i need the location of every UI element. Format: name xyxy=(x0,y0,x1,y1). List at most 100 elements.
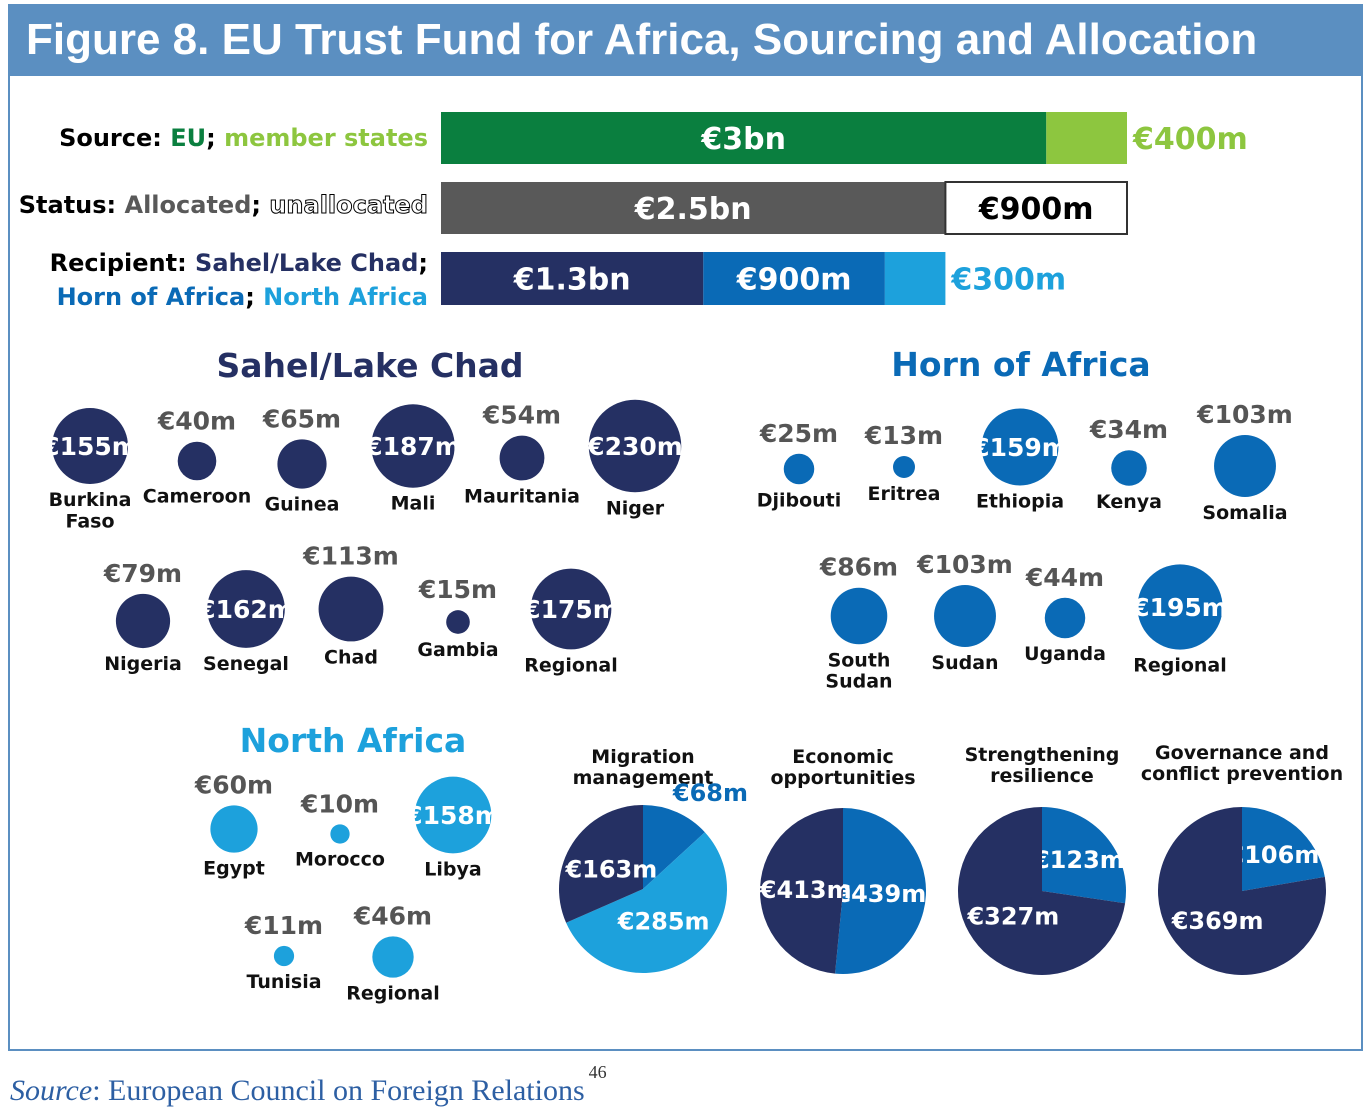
horn-value-9: €195m xyxy=(1131,593,1228,622)
sahel-bubble-9 xyxy=(318,576,384,642)
pie-governance-slice-1 xyxy=(1242,807,1325,891)
sahel-value-9: €113m xyxy=(302,542,399,571)
bar-segment-recipient-3 xyxy=(884,252,946,305)
bar-segment-status-2 xyxy=(944,181,1128,235)
pie-governance-title: Governance and conflict prevention xyxy=(1141,742,1343,785)
pie-migration-title: Migration management xyxy=(573,746,714,789)
bar-segment-source-2 xyxy=(1046,112,1127,164)
sahel-value-10: €15m xyxy=(418,575,497,604)
pie-migration-slice-3 xyxy=(559,805,643,923)
bar-label-source-1: €3bn xyxy=(700,122,786,157)
sahel-bubble-8 xyxy=(207,570,285,648)
horn-bubble-6 xyxy=(830,587,888,645)
bar-label-status-2: €900m xyxy=(978,192,1094,227)
horn-value-1: €25m xyxy=(759,419,838,448)
horn-bubble-8 xyxy=(1044,597,1086,639)
horn-bubble-3 xyxy=(981,408,1059,486)
sahel-bubble-1 xyxy=(52,408,128,484)
horn-name-4: Kenya xyxy=(1096,491,1162,513)
source-text: : European Council on Foreign Relations xyxy=(92,1074,585,1107)
legend-recipient-line1: Recipient: Sahel/Lake Chad; xyxy=(50,249,428,277)
horn-value-6: €86m xyxy=(819,553,898,582)
horn-name-9: Regional xyxy=(1133,655,1227,677)
sahel-bubble-7 xyxy=(115,593,171,649)
sahel-value-7: €79m xyxy=(103,559,182,588)
legend-source: Source: EU; member states xyxy=(59,124,428,152)
north-bubble-2 xyxy=(330,824,350,844)
sahel-value-4: €187m xyxy=(364,432,461,461)
pie-resilience-label-2: €327m xyxy=(966,903,1059,931)
north-value-4: €11m xyxy=(244,911,323,940)
bar-label-recipient-1: €1.3bn xyxy=(513,263,631,298)
horn-value-2: €13m xyxy=(864,421,943,450)
sahel-bubble-6 xyxy=(588,399,682,493)
north-bubble-1 xyxy=(210,805,258,853)
horn-name-6: South Sudan xyxy=(825,649,892,692)
horn-bubble-2 xyxy=(893,456,915,478)
sahel-value-3: €65m xyxy=(262,404,341,433)
north-bubble-4 xyxy=(273,945,295,967)
legend-recipient-line2: Horn of Africa; North Africa xyxy=(57,283,428,311)
sahel-name-8: Senegal xyxy=(203,653,289,675)
horn-name-5: Somalia xyxy=(1202,502,1287,524)
pie-resilience-slice-2 xyxy=(958,807,1126,976)
pie-resilience-title: Strengthening resilience xyxy=(965,744,1120,787)
sahel-name-11: Regional xyxy=(524,654,618,676)
pie-resilience-label-1: €123m xyxy=(1032,846,1125,874)
sahel-bubble-3 xyxy=(277,439,327,489)
horn-name-8: Uganda xyxy=(1024,643,1106,665)
north-bubble-3 xyxy=(414,776,492,854)
figure-title: Figure 8. EU Trust Fund for Africa, Sour… xyxy=(8,4,1363,76)
north-value-5: €46m xyxy=(353,901,432,930)
horn-value-8: €44m xyxy=(1025,563,1104,592)
sahel-bubble-2 xyxy=(177,441,217,481)
sahel-name-2: Cameroon xyxy=(143,485,251,507)
source-ref: 46 xyxy=(588,1062,607,1082)
sahel-bubble-5 xyxy=(499,435,545,481)
sahel-value-1: €155m xyxy=(41,432,138,461)
sahel-value-8: €162m xyxy=(197,595,294,624)
sahel-bubble-4 xyxy=(371,404,455,488)
pie-economic-slice-1 xyxy=(835,808,927,974)
pie-migration-label-1: €68m xyxy=(672,779,748,807)
bar-label-recipient-2: €900m xyxy=(736,263,852,298)
horn-name-3: Ethiopia xyxy=(976,490,1064,512)
bar-segment-status-1 xyxy=(441,182,946,234)
sahel-name-3: Guinea xyxy=(265,494,340,516)
bar-label-status-1: €2.5bn xyxy=(634,192,752,227)
sahel-value-11: €175m xyxy=(522,595,619,624)
bar-segment-recipient-1 xyxy=(441,252,704,305)
sahel-bubble-10 xyxy=(446,610,470,634)
north-name-2: Morocco xyxy=(295,849,385,871)
north-name-1: Egypt xyxy=(203,858,265,880)
north-value-2: €10m xyxy=(300,789,379,818)
pie-resilience-slice-1 xyxy=(1042,807,1127,904)
horn-value-7: €103m xyxy=(916,550,1013,579)
pie-economic-title: Economic opportunities xyxy=(770,746,915,789)
horn-bubble-7 xyxy=(934,585,996,647)
horn-bubble-9 xyxy=(1137,564,1223,650)
source-note: Source: European Council on Foreign Rela… xyxy=(10,1062,607,1108)
sahel-name-5: Mauritania xyxy=(464,485,580,507)
sahel-value-5: €54m xyxy=(482,401,561,430)
pie-migration-label-2: €285m xyxy=(617,908,710,936)
sahel-bubble-11 xyxy=(530,568,612,650)
horn-value-3: €159m xyxy=(971,433,1068,462)
bar-segment-source-1 xyxy=(441,112,1047,164)
figure-frame xyxy=(8,76,1363,1051)
horn-name-2: Eritrea xyxy=(867,483,940,505)
horn-value-5: €103m xyxy=(1196,400,1293,429)
horn-title: Horn of Africa xyxy=(891,345,1150,384)
pie-governance-slice-2 xyxy=(1158,807,1327,976)
north-name-3: Libya xyxy=(424,858,481,880)
sahel-name-10: Gambia xyxy=(417,639,498,661)
north-value-3: €158m xyxy=(404,801,501,830)
pie-migration-slice-1 xyxy=(643,805,705,889)
bar-label-source-2: €400m xyxy=(1132,122,1248,157)
pie-economic-label-1: €439m xyxy=(833,880,926,908)
horn-value-4: €34m xyxy=(1089,415,1168,444)
horn-bubble-5 xyxy=(1214,435,1276,497)
horn-bubble-4 xyxy=(1111,450,1147,486)
north-name-4: Tunisia xyxy=(246,971,321,993)
horn-name-1: Djibouti xyxy=(757,489,842,511)
